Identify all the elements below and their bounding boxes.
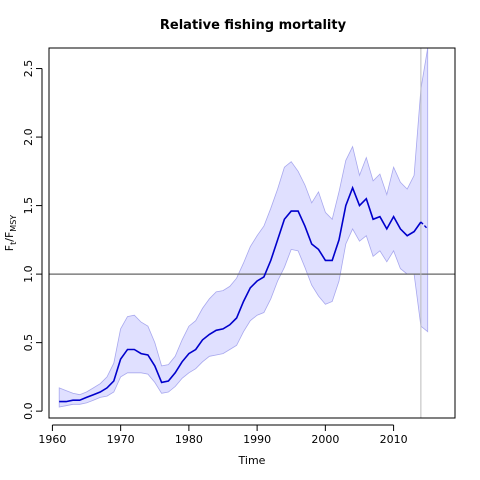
y-tick-label: 0.0	[22, 402, 35, 420]
y-tick-label: 2.5	[22, 60, 35, 78]
y-tick-label: 2.0	[22, 128, 35, 146]
x-tick-label: 2010	[380, 433, 408, 446]
series-line-projection	[420, 221, 429, 230]
confidence-band	[58, 48, 429, 408]
x-tick-label: 1980	[175, 433, 203, 446]
x-tick-label: 1970	[107, 433, 135, 446]
plot-frame	[48, 47, 456, 419]
series-layer	[59, 185, 429, 403]
y-axis-title: Ft/FMSY	[3, 215, 18, 251]
x-axis-title: Time	[238, 454, 266, 467]
y-tick-label: 1.0	[22, 265, 35, 283]
x-tick-label: 1990	[243, 433, 271, 446]
y-tick-label: 0.5	[22, 334, 35, 352]
series-line	[59, 185, 422, 403]
x-axis: 1960 1970 1980 1990 2000 2010	[38, 424, 408, 446]
chart-title: Relative fishing mortality	[160, 18, 347, 33]
x-tick-label: 2000	[311, 433, 339, 446]
y-axis: 0.0 0.5 1.0 1.5 2.0 2.5	[22, 60, 43, 420]
band-area	[58, 48, 429, 408]
y-tick-label: 1.5	[22, 197, 35, 215]
x-tick-label: 1960	[38, 433, 66, 446]
